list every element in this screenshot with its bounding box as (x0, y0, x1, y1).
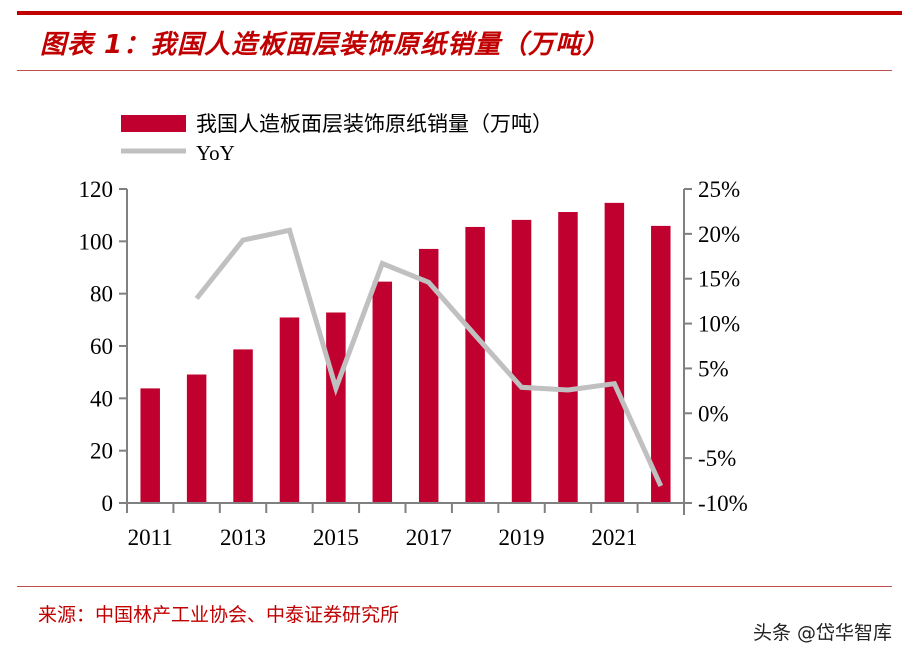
footer-divider (17, 586, 892, 587)
bar-2017 (418, 248, 439, 503)
bar-2015 (326, 312, 346, 503)
legend-label-bar: 我国人造板面层装饰原纸销量（万吨） (196, 112, 553, 136)
right-tick-label: -5% (698, 446, 736, 471)
x-tick-label: 2013 (220, 525, 266, 550)
right-tick-label: 5% (698, 356, 729, 381)
figure-title: 图表 1：我国人造板面层装饰原纸销量（万吨） (40, 30, 610, 60)
left-tick-label: 40 (90, 386, 113, 411)
x-tick-label: 2017 (406, 525, 452, 550)
right-tick-label: 25% (698, 177, 740, 202)
bar-2011 (140, 388, 160, 503)
bar-2022 (651, 225, 671, 503)
legend: 我国人造板面层装饰原纸销量（万吨） YoY (121, 112, 553, 165)
right-tick-label: 10% (698, 312, 740, 337)
left-tick-label: 120 (79, 177, 114, 202)
legend-label-line: YoY (196, 141, 235, 165)
yoy-line (194, 227, 664, 488)
bar-2013 (233, 349, 253, 503)
left-tick-label: 20 (90, 439, 113, 464)
bar-2019 (511, 219, 532, 504)
right-tick-label: 20% (698, 222, 740, 247)
x-tick-label: 2019 (499, 525, 545, 550)
right-tick-label: 0% (698, 401, 729, 426)
left-tick-label: 80 (90, 282, 113, 307)
right-tick-label: -10% (698, 491, 748, 516)
left-tick-label: 60 (90, 334, 113, 359)
bar-2020 (558, 212, 578, 503)
watermark: 头条 @岱华智库 (752, 622, 892, 644)
right-tick-label: 15% (698, 267, 740, 292)
x-tick-label: 2021 (591, 525, 637, 550)
left-tick-label: 0 (102, 491, 114, 516)
x-tick-label: 2015 (313, 525, 359, 550)
bar-2012 (186, 374, 207, 503)
source-note: 来源：中国林产工业协会、中泰证券研究所 (38, 604, 400, 626)
x-tick-label: 2011 (128, 525, 173, 550)
bar-2016 (372, 281, 393, 503)
header-rule (17, 11, 902, 15)
bar-2014 (279, 317, 300, 503)
title-divider (17, 70, 892, 71)
left-tick-label: 100 (79, 229, 114, 254)
bar-2021 (604, 202, 625, 503)
bar-2018 (465, 226, 485, 504)
legend-swatch-bar (121, 115, 186, 132)
chart: 我国人造板面层装饰原纸销量（万吨） YoY 0 20 40 60 80 100 120 -10… (79, 112, 748, 550)
